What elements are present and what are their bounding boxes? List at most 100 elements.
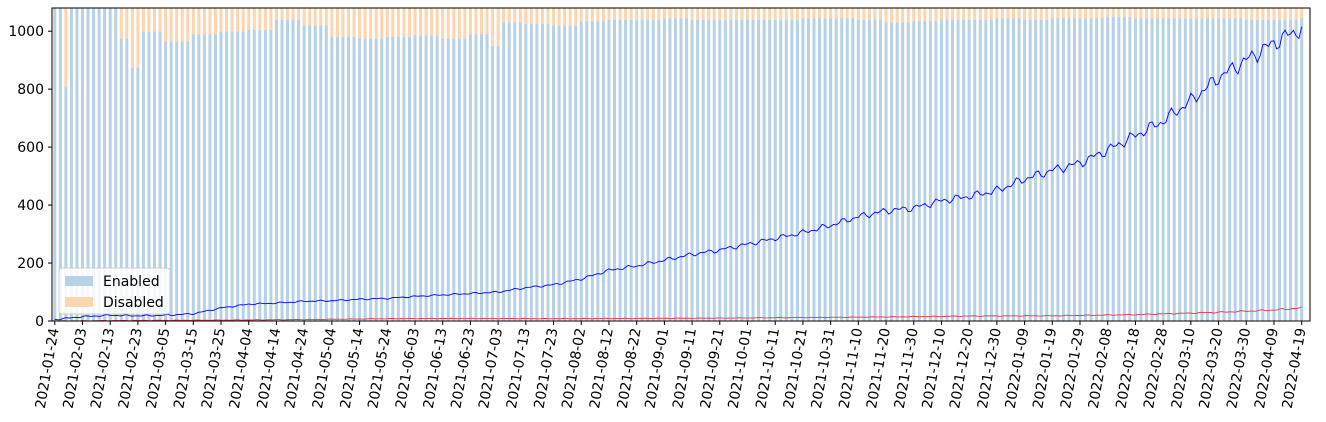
disabled-bar-2021-07-11 [518,8,522,23]
disabled-bar-2022-01-07 [1017,8,1021,19]
enabled-bar-2022-01-23 [1061,18,1065,321]
enabled-bar-2022-04-15 [1289,19,1293,322]
enabled-bar-2021-03-23 [213,34,217,321]
enabled-bar-2021-09-17 [707,19,711,322]
enabled-bar-2022-01-21 [1056,18,1060,321]
enabled-bar-2021-07-25 [557,25,561,321]
enabled-bar-2021-07-01 [491,45,495,322]
disabled-bar-2021-06-01 [407,8,411,37]
disabled-bar-2022-03-30 [1244,8,1248,20]
legend-swatch-disabled [65,297,93,307]
disabled-bar-2021-09-15 [701,8,705,20]
disabled-bar-2021-10-23 [806,8,810,19]
disabled-bar-2021-06-09 [430,8,434,36]
enabled-bar-2021-12-22 [973,19,977,322]
disabled-bar-2022-04-01 [1250,8,1254,20]
enabled-bar-2021-07-15 [529,23,533,321]
disabled-bar-2021-10-03 [751,8,755,20]
disabled-bar-2021-07-31 [574,8,578,26]
disabled-bar-2022-03-28 [1239,8,1243,19]
enabled-bar-2021-04-14 [274,19,278,322]
enabled-bar-2021-07-09 [513,22,517,322]
enabled-bar-2022-04-05 [1261,19,1265,322]
disabled-bar-2021-11-20 [884,8,888,23]
disabled-bar-2021-03-01 [153,8,157,32]
disabled-bar-2022-01-01 [1000,8,1004,19]
enabled-bar-2021-11-02 [834,18,838,321]
disabled-bar-2022-03-22 [1222,8,1226,19]
disabled-bar-2021-11-18 [879,8,883,20]
disabled-bar-2021-07-09 [513,8,517,23]
disabled-bar-2022-02-10 [1111,8,1115,17]
enabled-bar-2021-02-19 [125,38,129,322]
enabled-bar-2021-10-19 [795,19,799,322]
disabled-bar-2022-04-09 [1272,8,1276,20]
enabled-bar-2021-09-23 [723,19,727,322]
disabled-bar-2021-09-27 [734,8,738,20]
disabled-bar-2022-02-24 [1150,8,1154,19]
disabled-bar-2021-11-16 [873,8,877,20]
disabled-bar-2022-02-08 [1106,8,1110,17]
disabled-bar-2021-04-08 [258,8,262,30]
enabled-bar-2021-07-27 [563,25,567,321]
enabled-bars [53,8,1304,322]
enabled-bar-2021-05-28 [396,36,400,321]
enabled-bar-2021-03-29 [230,31,234,321]
disabled-bar-2021-04-22 [297,8,301,20]
enabled-bar-2022-02-14 [1122,16,1126,321]
enabled-bar-2021-11-12 [862,19,866,322]
disabled-bar-2021-04-26 [308,8,312,26]
enabled-bar-2021-05-08 [341,36,345,321]
disabled-bar-2021-10-09 [768,8,772,20]
disabled-bar-2022-03-12 [1194,8,1198,19]
disabled-bar-2021-12-12 [945,8,949,20]
disabled-bar-2021-12-08 [934,8,938,22]
enabled-bar-2022-03-14 [1200,18,1204,321]
enabled-bar-2021-08-14 [613,19,616,322]
enabled-bar-2021-06-13 [441,38,445,322]
disabled-bar-2021-11-14 [867,8,871,20]
enabled-bar-2022-01-01 [1000,18,1004,321]
disabled-bar-2021-12-04 [923,8,927,22]
enabled-bar-2021-08-20 [629,19,633,322]
disabled-bar-2022-01-27 [1072,8,1076,19]
enabled-bar-2021-09-01 [662,18,666,321]
disabled-bar-2021-03-07 [169,8,173,42]
enabled-bar-2022-01-09 [1023,19,1027,322]
enabled-bar-2021-09-11 [690,19,694,322]
disabled-bar-2021-06-15 [446,8,450,39]
disabled-bar-2022-01-17 [1045,8,1049,20]
enabled-bar-2021-03-01 [153,31,157,321]
plot-frame [51,7,1311,322]
enabled-bar-2021-07-05 [502,22,506,322]
disabled-bar-2021-08-02 [579,8,583,22]
y-tick-label: 1000 [8,24,44,40]
enabled-bar-2021-05-06 [335,36,339,321]
disabled-bar-2022-03-16 [1205,8,1209,19]
enabled-bar-2021-05-18 [369,38,373,322]
disabled-bar-2021-03-23 [213,8,217,35]
enabled-bar-2021-08-08 [596,21,600,321]
enabled-bar-2022-03-26 [1233,18,1237,321]
enabled-bar-2021-09-07 [679,18,683,321]
enabled-bar-2021-07-07 [507,22,511,322]
enabled-bar-2022-02-26 [1156,18,1160,321]
disabled-bar-2021-12-20 [967,8,971,20]
enabled-bar-2021-12-14 [951,19,955,322]
enabled-bar-2022-03-20 [1217,18,1221,321]
enabled-bar-2022-01-13 [1034,19,1038,322]
enabled-bar-2022-02-02 [1089,18,1093,321]
disabled-bar-2021-08-16 [618,8,622,20]
disabled-bar-2022-01-03 [1006,8,1010,19]
legend-label-enabled: Enabled [103,274,160,290]
trend-lines [54,26,1303,322]
disabled-bar-2021-11-24 [895,8,899,23]
enabled-bar-2022-02-22 [1145,18,1149,321]
enabled-bar-2021-07-19 [540,23,544,321]
enabled-bar-2021-04-30 [319,25,323,321]
disabled-bar-2021-09-07 [679,8,683,19]
disabled-bar-2021-10-01 [746,8,749,20]
enabled-bar-2021-06-15 [446,38,450,322]
disabled-bar-2021-07-03 [496,8,500,46]
disabled-bar-2021-09-05 [673,8,677,19]
